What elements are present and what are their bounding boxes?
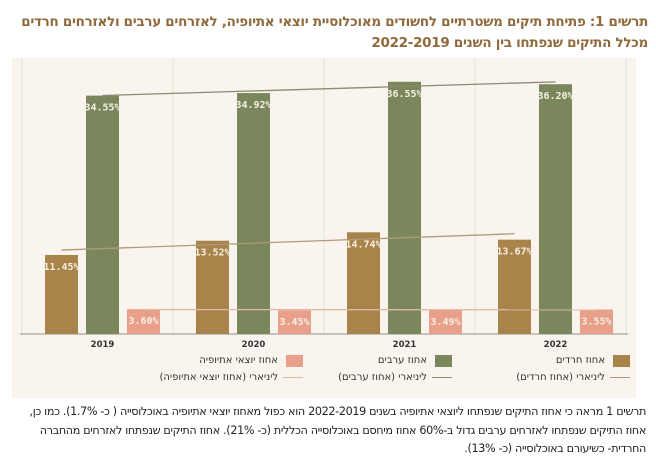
legend-col-arab: אחוז ערבים ליניארי (אחוז ערבים) — [338, 352, 452, 386]
data-label-arab-2019: 34.55% — [84, 103, 120, 114]
bar-haredi-2019 — [45, 254, 78, 334]
bar-haredi-2022 — [498, 239, 531, 334]
x-tick-2020: 2020 — [242, 340, 266, 350]
trendlines — [61, 81, 597, 311]
legend-label-arab: אחוז ערבים — [377, 355, 427, 366]
data-label-haredi-2022: 13.67% — [496, 247, 532, 258]
bar-arab-2022 — [539, 84, 572, 334]
data-label-haredi-2019: 11.45% — [43, 262, 79, 273]
legend-item-arab-trend: ליניארי (אחוז ערבים) — [338, 369, 452, 386]
legend-label-ethiopian-trend: ליניארי (אחוז יוצאי אתיופיה) — [159, 372, 278, 383]
legend-swatch-ethiopian — [286, 354, 303, 367]
legend-item-haredi: אחוז חרדים — [516, 352, 630, 369]
legend-line-arab-trend — [432, 377, 452, 378]
data-label-ethiopian-2021: 3.49% — [430, 317, 460, 328]
x-tick-2019: 2019 — [91, 340, 115, 350]
legend-item-arab: אחוז ערבים — [338, 352, 452, 369]
legend-col-haredi: אחוז חרדים ליניארי (אחוז חרדים) — [516, 352, 630, 386]
legend: אחוז חרדים ליניארי (אחוז חרדים) אחוז ערב… — [100, 352, 630, 392]
legend-label-ethiopian: אחוז יוצאי אתיופיה — [199, 355, 278, 366]
data-label-ethiopian-2020: 3.45% — [279, 317, 309, 328]
bar-arab-2020 — [237, 93, 270, 334]
bar-arab-2019 — [86, 95, 119, 334]
legend-label-haredi-trend: ליניארי (אחוז חרדים) — [516, 372, 605, 383]
legend-item-haredi-trend: ליניארי (אחוז חרדים) — [516, 369, 630, 386]
legend-line-haredi-trend — [610, 377, 630, 378]
x-tick-2021: 2021 — [393, 340, 417, 350]
data-labels: 11.45% 13.52% 14.74% 13.67% 34.55% 34.92% 36.5… — [43, 89, 611, 328]
legend-col-ethiopian: אחוז יוצאי אתיופיה ליניארי (אחוז יוצאי א… — [159, 352, 303, 386]
chart-title: תרשים 1: פתיחת תיקים משטרתיים לחשודים מא… — [21, 14, 648, 51]
data-label-ethiopian-2019: 3.60% — [128, 316, 158, 327]
legend-item-ethiopian: אחוז יוצאי אתיופיה — [159, 352, 303, 369]
data-label-ethiopian-2022: 3.55% — [581, 317, 611, 328]
trendline-haredi — [61, 233, 515, 251]
legend-swatch-arab — [435, 354, 452, 367]
bar-ethiopian-2022 — [580, 309, 613, 334]
legend-swatch-haredi — [613, 354, 630, 367]
legend-label-arab-trend: ליניארי (אחוז ערבים) — [338, 372, 427, 383]
trendline-arab — [102, 81, 556, 97]
data-label-haredi-2021: 14.74% — [345, 239, 381, 250]
bar-ethiopian-2020 — [278, 310, 311, 334]
legend-item-ethiopian-trend: ליניארי (אחוז יוצאי אתיופיה) — [159, 369, 303, 386]
data-label-haredi-2020: 13.52% — [194, 248, 230, 259]
bar-ethiopian-2019 — [127, 309, 160, 334]
bar-haredi-2020 — [196, 240, 229, 334]
caption-paragraph: תרשים 1 מראה כי אחוז התיקים שנפתחו ליוצא… — [29, 405, 646, 455]
legend-label-haredi: אחוז חרדים — [555, 355, 605, 366]
data-label-arab-2021: 36.55% — [386, 89, 422, 100]
bars — [45, 81, 613, 335]
data-label-arab-2022: 36.20% — [537, 91, 573, 102]
legend-line-ethiopian-trend — [283, 377, 303, 378]
bar-ethiopian-2021 — [429, 309, 462, 334]
bar-arab-2021 — [388, 81, 421, 335]
data-label-arab-2020: 34.92% — [235, 100, 271, 111]
bar-haredi-2021 — [347, 232, 380, 334]
x-axis-ticks: 2019 2020 2021 2022 — [91, 340, 568, 350]
x-tick-2022: 2022 — [544, 340, 568, 350]
gridlines — [20, 58, 628, 335]
